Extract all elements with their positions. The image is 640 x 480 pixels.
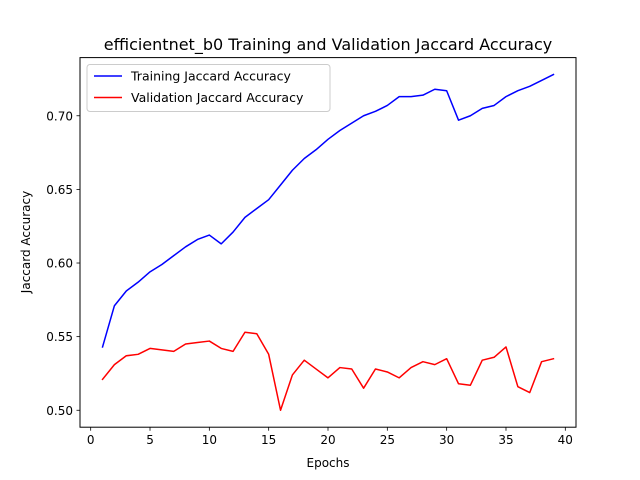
x-tick-label: 5 — [146, 433, 154, 447]
x-tick-label: 10 — [202, 433, 217, 447]
x-tick-label: 20 — [320, 433, 335, 447]
x-tick-label: 40 — [558, 433, 573, 447]
plot-area — [80, 57, 576, 428]
y-tick-label: 0.55 — [46, 330, 73, 344]
y-tick-label: 0.50 — [46, 404, 73, 418]
y-axis-label: Jaccard Accuracy — [19, 191, 33, 294]
y-tick-label: 0.70 — [46, 109, 73, 123]
y-axis-ticks: 0.50 0.55 0.60 0.65 0.70 — [46, 109, 80, 418]
legend-entry-label: Training Jaccard Accuracy — [130, 69, 292, 84]
x-tick-label: 0 — [87, 433, 95, 447]
chart-title: efficientnet_b0 Training and Validation … — [104, 35, 553, 55]
legend: Training Jaccard Accuracy Validation Jacc… — [86, 64, 331, 112]
x-axis-ticks: 0 5 10 15 20 25 30 35 40 — [87, 427, 573, 447]
x-tick-label: 25 — [380, 433, 395, 447]
plot-frame — [79, 57, 577, 428]
y-tick-label: 0.65 — [46, 183, 73, 197]
x-tick-label: 15 — [261, 433, 276, 447]
x-tick-label: 30 — [439, 433, 454, 447]
x-tick-label: 35 — [498, 433, 513, 447]
x-axis-label: Epochs — [307, 456, 350, 470]
plot-background — [80, 57, 576, 428]
y-tick-label: 0.60 — [46, 257, 73, 271]
series-lines — [101, 73, 555, 412]
legend-box — [86, 64, 331, 112]
legend-entry-label: Validation Jaccard Accuracy — [131, 90, 304, 105]
